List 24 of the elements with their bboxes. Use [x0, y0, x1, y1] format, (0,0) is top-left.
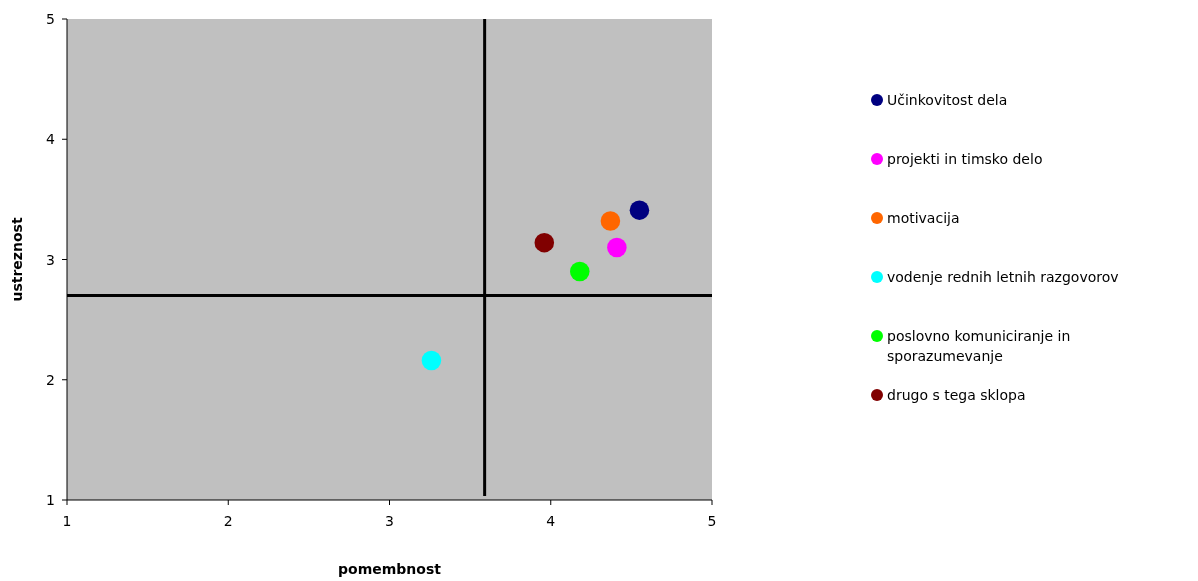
legend-label: Učinkovitost dela	[887, 92, 1008, 108]
legend-label: poslovno komuniciranje in sporazumevanje	[887, 328, 1071, 364]
legend-label: projekti in timsko delo	[887, 151, 1043, 167]
y-tick-label: 2	[46, 371, 55, 388]
x-axis-title: pomembnost	[338, 561, 442, 577]
x-tick-label: 1	[62, 513, 72, 529]
point	[570, 261, 590, 282]
y-tick-label: 1	[46, 492, 55, 508]
x-tick-label: 4	[546, 513, 556, 529]
point	[421, 350, 442, 371]
legend-label: drugo s tega sklopa	[887, 387, 1026, 403]
x-tick-label: 5	[707, 513, 717, 529]
y-tick-label: 5	[46, 11, 55, 27]
point	[629, 200, 650, 220]
legend-label: vodenje rednih letnih razgovorov	[887, 269, 1119, 285]
point	[534, 232, 555, 253]
point	[607, 237, 627, 258]
y-axis-title: ustreznost	[9, 217, 25, 302]
point	[600, 211, 621, 231]
x-tick-label: 2	[223, 513, 233, 529]
legend-label: motivacija	[887, 210, 960, 226]
x-tick-label: 3	[385, 513, 394, 529]
y-tick-label: 4	[46, 131, 56, 148]
y-tick-label: 3	[46, 251, 55, 268]
